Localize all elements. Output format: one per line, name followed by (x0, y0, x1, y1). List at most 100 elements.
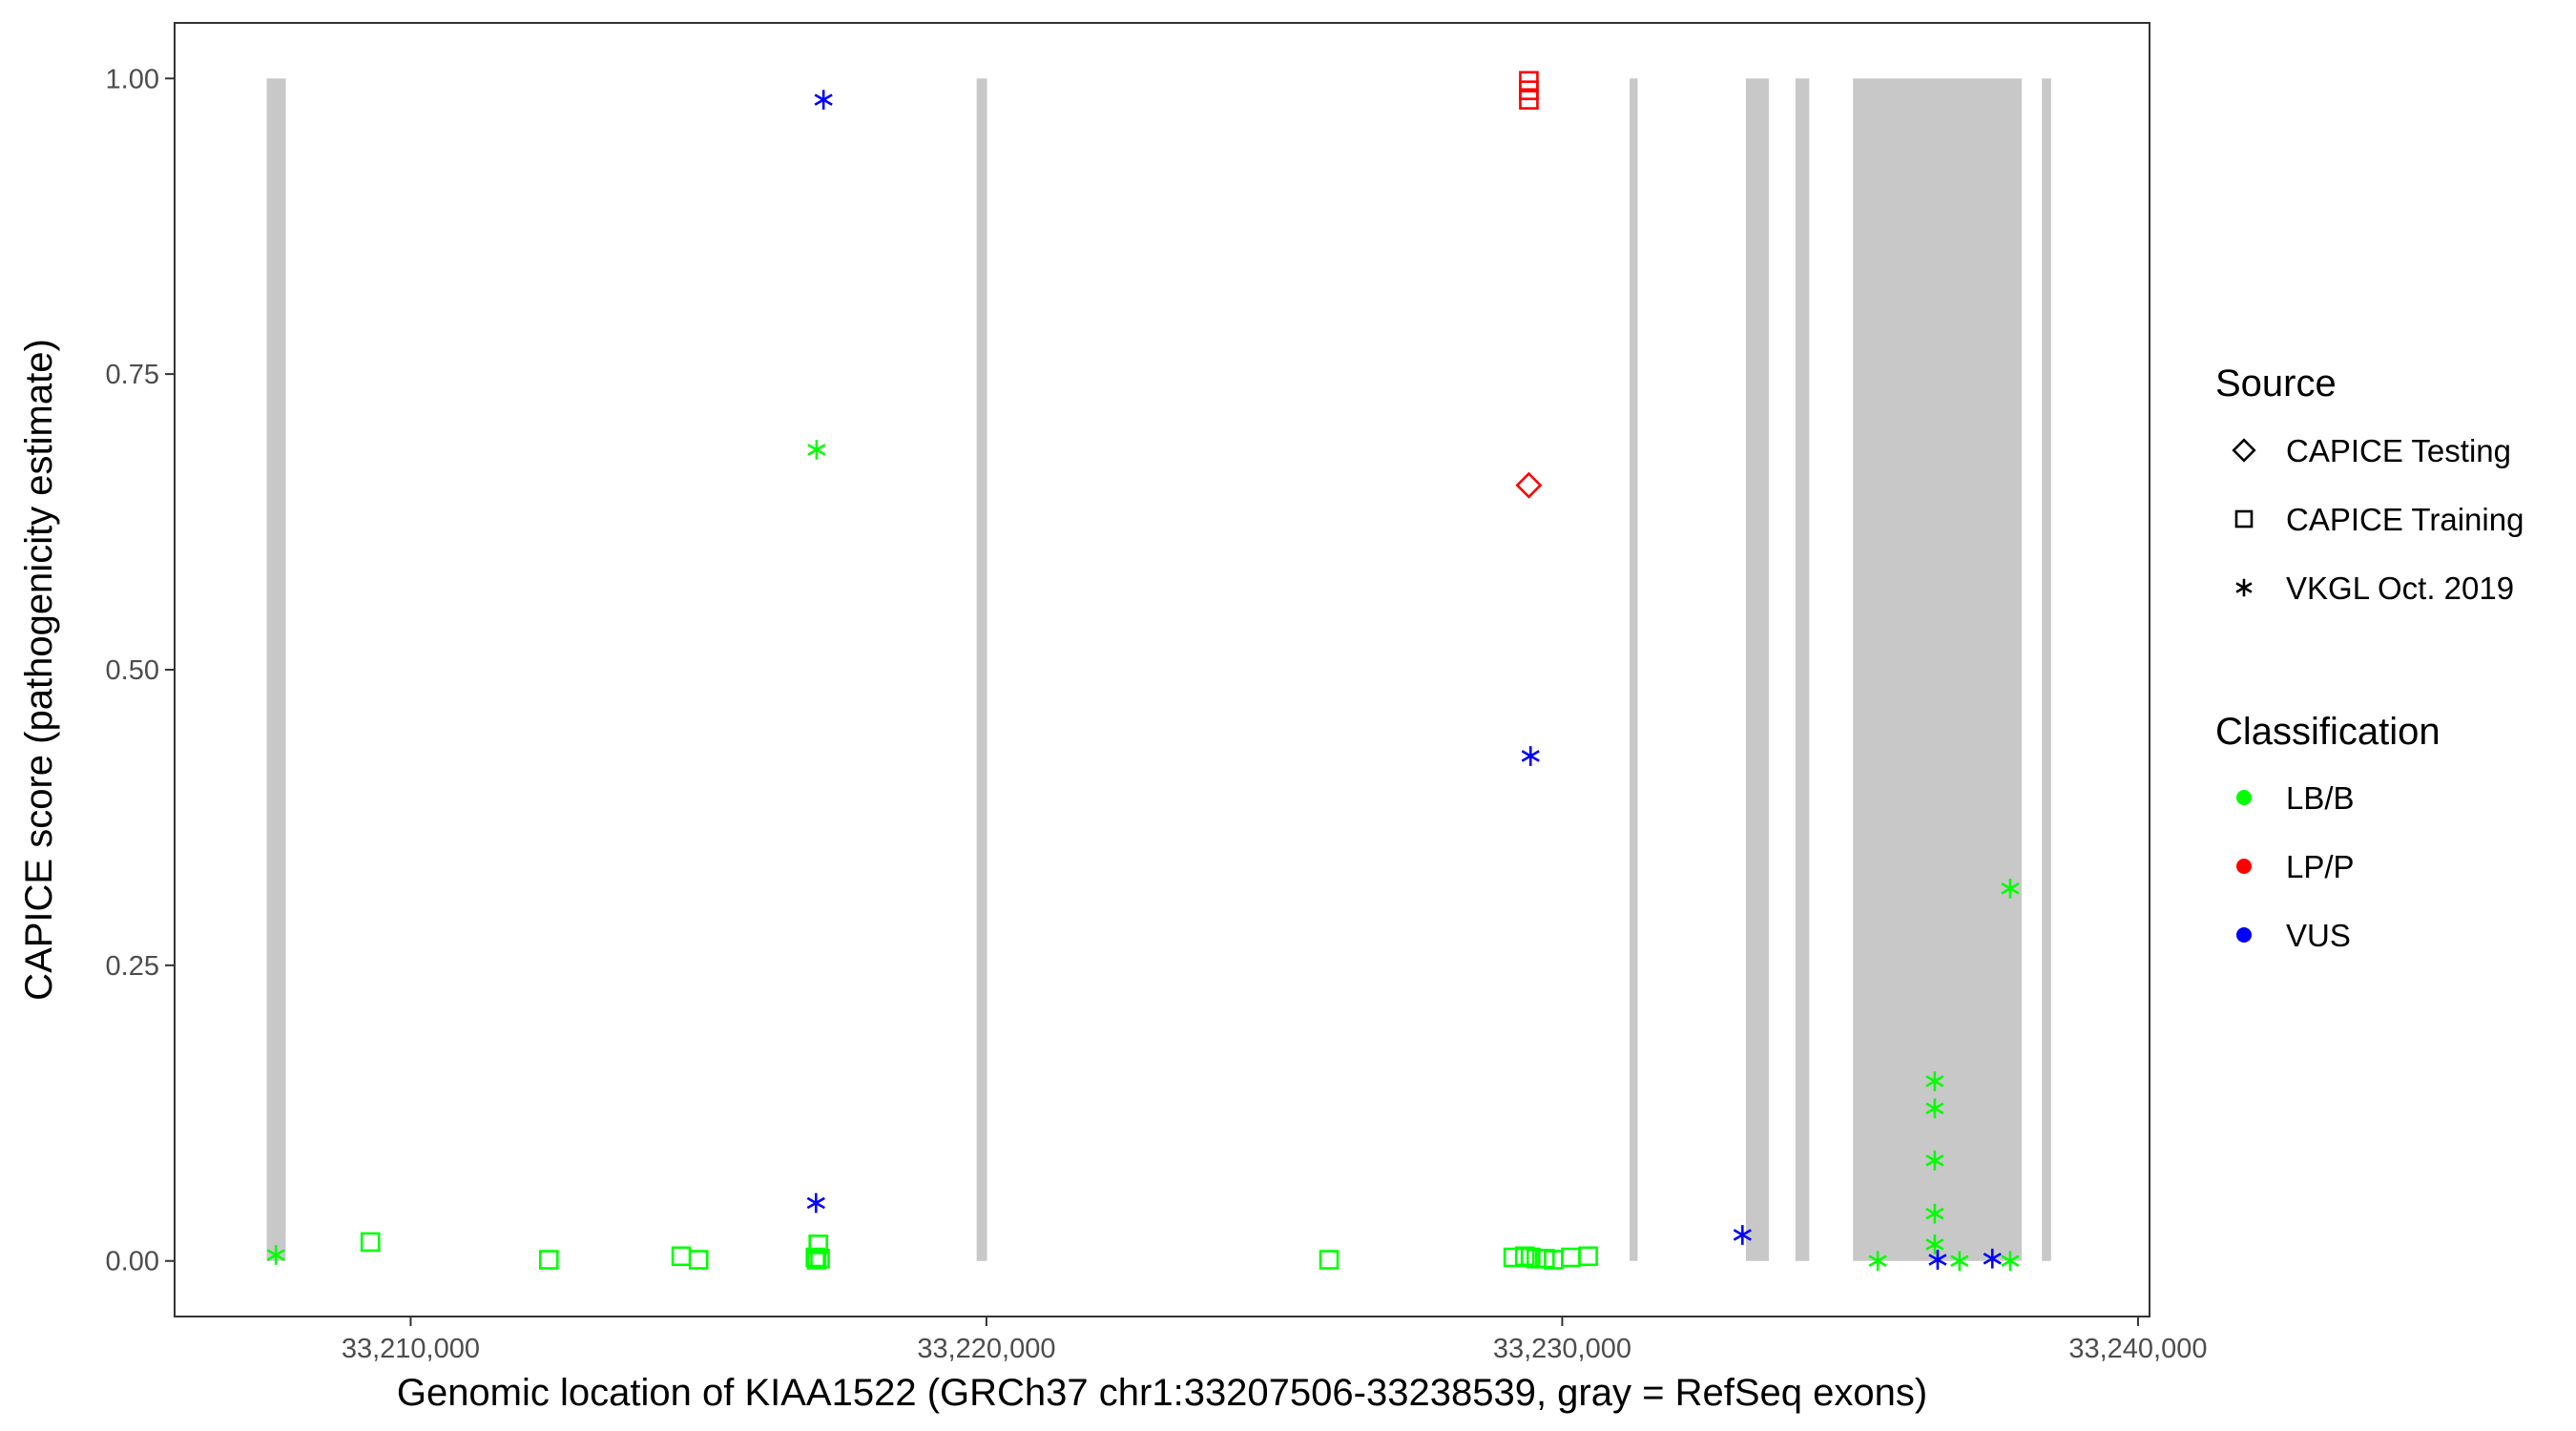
square-point (808, 1234, 829, 1255)
y-axis-title: CAPICE score (pathogenicity estimate) (18, 339, 60, 1001)
exon-band (976, 78, 987, 1261)
asterisk-marker-shape (1925, 1098, 1944, 1119)
exon-band (1630, 78, 1638, 1261)
exon-band (2042, 78, 2051, 1261)
x-axis: 33,210,000 33,220,000 33,230,000 33,240,000 (342, 1317, 2208, 1364)
asterisk-marker-shape (807, 440, 826, 460)
square-marker-shape (671, 1246, 692, 1267)
square-point (810, 1248, 830, 1269)
square-point (360, 1232, 381, 1253)
asterisk-marker-shape (1983, 1248, 2002, 1269)
asterisk-point (2001, 878, 2020, 899)
square-point (1519, 90, 1539, 110)
square-marker-shape (2234, 509, 2254, 529)
asterisk-marker-shape (1868, 1251, 1887, 1272)
diamond-marker-shape (1515, 471, 1543, 499)
square-marker-shape (360, 1232, 381, 1253)
diamond-point (1515, 471, 1543, 499)
asterisk-point (1925, 1234, 1944, 1255)
square-point (1503, 1247, 1524, 1268)
asterisk-marker-shape (1733, 1225, 1752, 1245)
square-point (688, 1250, 709, 1270)
asterisk-point (266, 1245, 285, 1265)
y-tick-label: 0.25 (106, 951, 159, 982)
asterisk-point (1868, 1251, 1887, 1272)
asterisk-point (2001, 1251, 2020, 1272)
legend-source-key (2235, 578, 2253, 597)
asterisk-point (814, 90, 833, 110)
x-tick-label: 33,240,000 (2068, 1334, 2207, 1364)
asterisk-marker-shape (1925, 1203, 1944, 1224)
asterisk-point (1983, 1248, 2002, 1269)
asterisk-marker-shape (266, 1245, 285, 1265)
asterisk-point (1950, 1251, 1969, 1272)
square-marker-shape (1578, 1246, 1598, 1267)
dot-marker-shape (2236, 927, 2252, 943)
legend-classification-label: LP/P (2286, 849, 2355, 884)
asterisk-marker-shape (1925, 1070, 1944, 1091)
y-tick-label: 0.00 (106, 1247, 159, 1277)
asterisk-point (1925, 1151, 1944, 1171)
point-layer (266, 71, 2020, 1272)
asterisk-marker-shape (1521, 746, 1540, 766)
legend-source-key (2232, 438, 2256, 463)
square-point (538, 1250, 559, 1270)
square-marker-shape (1319, 1250, 1340, 1270)
asterisk-point (806, 1192, 825, 1213)
asterisk-marker-shape (1928, 1250, 1947, 1270)
square-point (671, 1246, 692, 1267)
legend-classification-label: VUS (2286, 918, 2351, 953)
square-marker-shape (810, 1248, 830, 1269)
asterisk-marker-shape (814, 90, 833, 110)
asterisk-point (1521, 746, 1540, 766)
exon-band (1745, 78, 1770, 1261)
exon-band (1853, 78, 2023, 1261)
legend-source-label: VKGL Oct. 2019 (2286, 570, 2514, 606)
asterisk-point (1925, 1203, 1944, 1224)
legend-classification-key (2236, 790, 2252, 805)
square-marker-shape (688, 1250, 709, 1270)
legend-classification-title: Classification (2215, 711, 2441, 753)
asterisk-point (807, 440, 826, 460)
square-point (1578, 1246, 1598, 1267)
exon-band (266, 78, 286, 1261)
legend-source-label: CAPICE Training (2286, 502, 2524, 537)
asterisk-marker-shape (2235, 578, 2253, 597)
legend-source-key (2234, 509, 2254, 529)
exon-layer (266, 78, 2051, 1261)
x-tick-label: 33,220,000 (917, 1334, 1055, 1364)
square-marker-shape (1503, 1247, 1524, 1268)
diamond-marker-shape (2232, 438, 2256, 463)
dot-marker-shape (2236, 859, 2252, 874)
dot-marker-shape (2236, 790, 2252, 805)
x-tick-label: 33,230,000 (1493, 1334, 1631, 1364)
legend-classification-key (2236, 927, 2252, 943)
square-marker-shape (1519, 90, 1539, 110)
asterisk-marker-shape (2001, 878, 2020, 899)
asterisk-marker-shape (1925, 1151, 1944, 1171)
x-tick-label: 33,210,000 (342, 1334, 480, 1364)
asterisk-point (1925, 1098, 1944, 1119)
legend-classification-key (2236, 859, 2252, 874)
asterisk-marker-shape (806, 1192, 825, 1213)
square-point (1319, 1250, 1340, 1270)
square-marker-shape (1561, 1247, 1581, 1268)
asterisk-marker-shape (1950, 1251, 1969, 1272)
asterisk-marker-shape (1925, 1234, 1944, 1255)
legend-source-title: Source (2215, 363, 2337, 404)
legend-classification-label: LB/B (2286, 780, 2355, 816)
exon-band (1795, 78, 1810, 1261)
legend-source-label: CAPICE Testing (2286, 433, 2511, 468)
square-point (1561, 1247, 1581, 1268)
y-axis: 0.00 0.25 0.50 0.75 1.00 (106, 64, 175, 1277)
asterisk-point (1928, 1250, 1947, 1270)
y-tick-label: 0.50 (106, 655, 159, 686)
y-tick-label: 1.00 (106, 64, 159, 94)
square-marker-shape (808, 1234, 829, 1255)
legend: Source Classification CAPICE Testing CAPI… (2215, 363, 2524, 953)
asterisk-point (1925, 1070, 1944, 1091)
asterisk-point (1733, 1225, 1752, 1245)
asterisk-marker-shape (2001, 1251, 2020, 1272)
